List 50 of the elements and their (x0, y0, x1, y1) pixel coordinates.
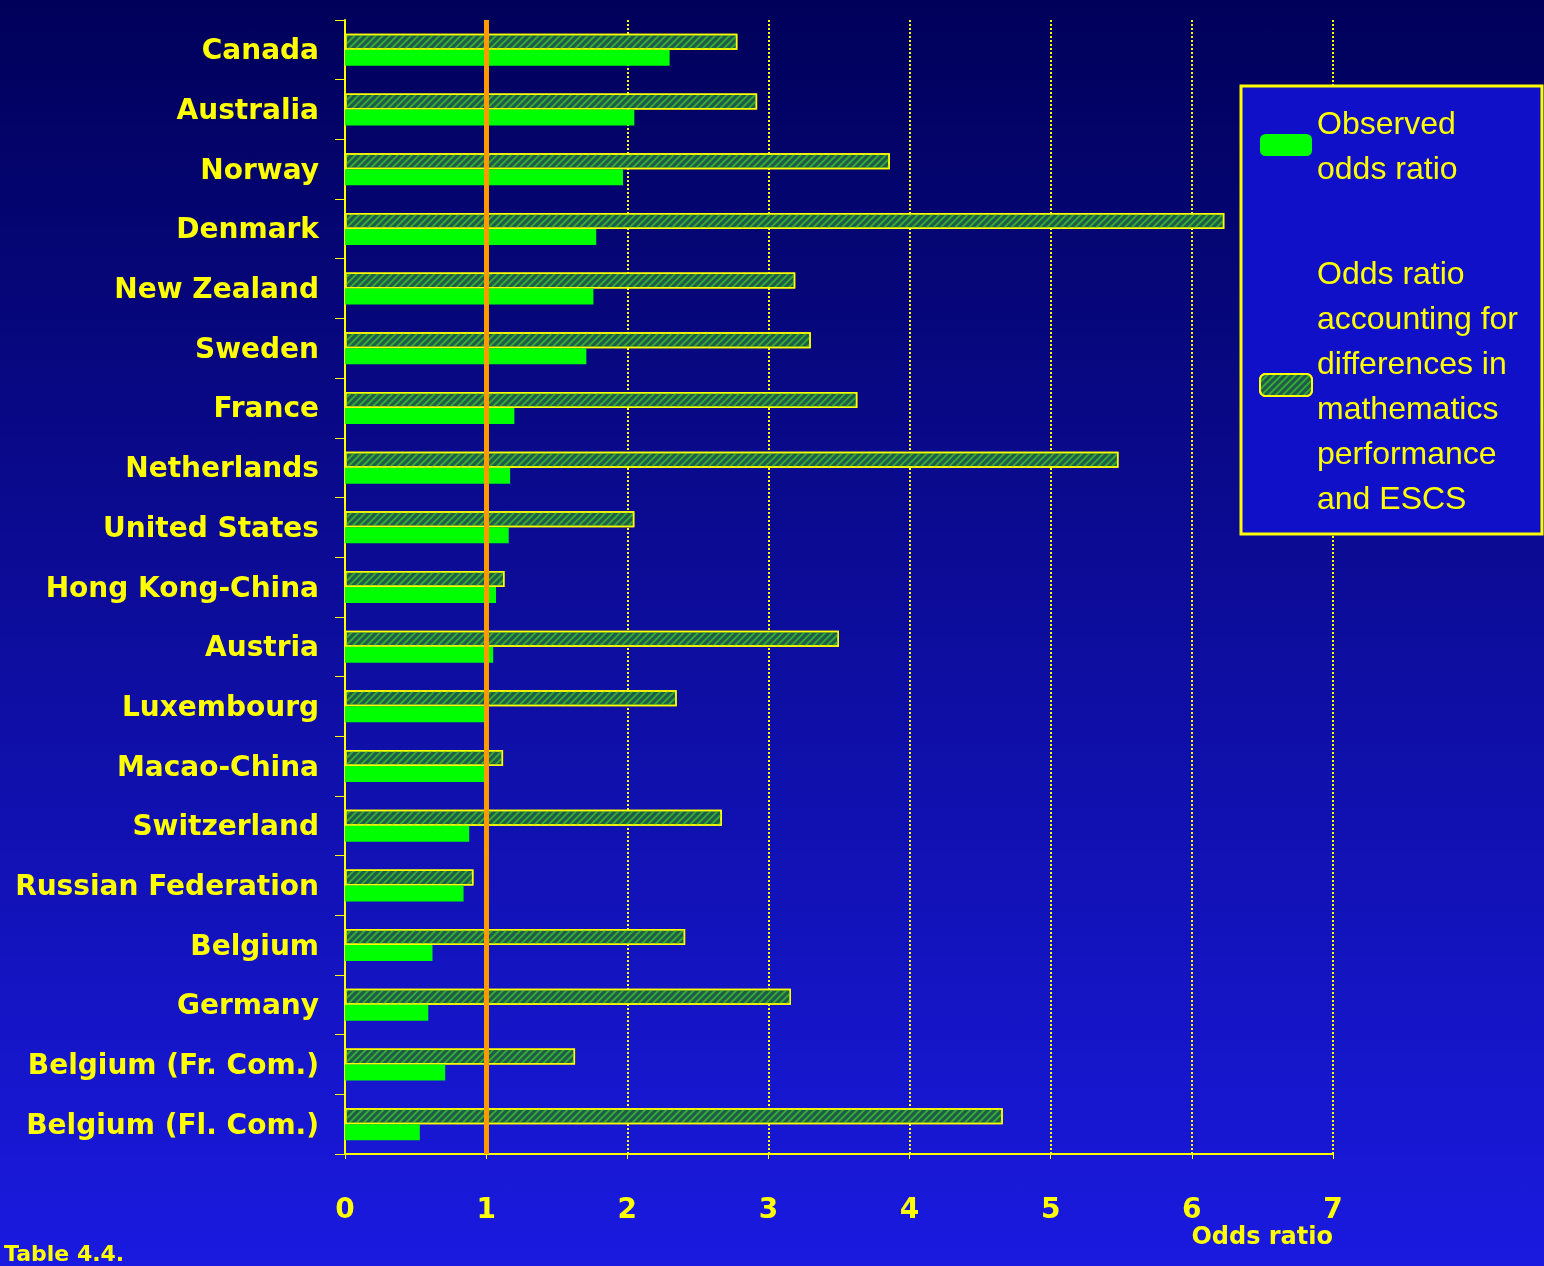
bar (345, 228, 597, 245)
bar (345, 1124, 420, 1141)
y-tick-label: Switzerland (132, 809, 319, 843)
x-tick-label: 1 (476, 1191, 496, 1225)
bar (345, 527, 509, 544)
bar (345, 1064, 446, 1081)
bar (345, 348, 587, 365)
y-tick-label: Hong Kong-China (45, 570, 319, 604)
bar (345, 646, 494, 663)
y-tick-label: Austria (205, 630, 319, 664)
y-tick-label: Canada (201, 33, 319, 67)
bar (345, 945, 433, 962)
y-tick-label: Germany (176, 988, 319, 1022)
y-tick-label: Sweden (195, 331, 319, 365)
y-tick-label: Luxembourg (121, 689, 319, 723)
legend-label: Odds ratio accounting for differences in mathematics performance and ESCS (1317, 254, 1527, 516)
y-tick-label: Netherlands (125, 451, 319, 485)
bar (345, 288, 594, 305)
bar (345, 706, 487, 723)
y-tick-label: Denmark (176, 212, 321, 246)
y-tick-label: Macao-China (116, 749, 319, 783)
bar (345, 407, 515, 424)
y-tick-label: Belgium (190, 928, 319, 962)
x-tick-label: 5 (1040, 1191, 1061, 1225)
x-tick-label: 2 (617, 1191, 638, 1225)
y-tick-label: Belgium (Fr. Com.) (27, 1047, 319, 1081)
bar (345, 885, 464, 902)
y-tick-label: Belgium (Fl. Com.) (26, 1107, 319, 1141)
y-tick-label: New Zealand (114, 272, 319, 306)
x-tick-label: 4 (899, 1191, 920, 1225)
x-tick-label: 3 (758, 1191, 779, 1225)
bar (345, 825, 470, 842)
x-tick-label: 6 (1182, 1191, 1202, 1225)
y-tick-label: Norway (200, 152, 319, 186)
bar (345, 467, 511, 484)
x-tick-label: 7 (1323, 1191, 1343, 1225)
y-tick-label: Australia (176, 93, 319, 127)
bar (345, 109, 635, 126)
y-tick-label: Russian Federation (15, 868, 319, 902)
caption: Table 4.4. (4, 1240, 125, 1266)
y-tick-label: France (213, 391, 319, 425)
bar (345, 169, 624, 186)
bar (345, 49, 670, 66)
bar (345, 1004, 429, 1021)
x-tick-label: 0 (335, 1191, 355, 1225)
bar (345, 766, 487, 783)
legend-label: Observed odds ratio (1317, 104, 1465, 186)
bar (345, 587, 497, 603)
x-axis-title: Odds ratio (1191, 1222, 1333, 1250)
y-tick-label: United States (103, 510, 319, 544)
